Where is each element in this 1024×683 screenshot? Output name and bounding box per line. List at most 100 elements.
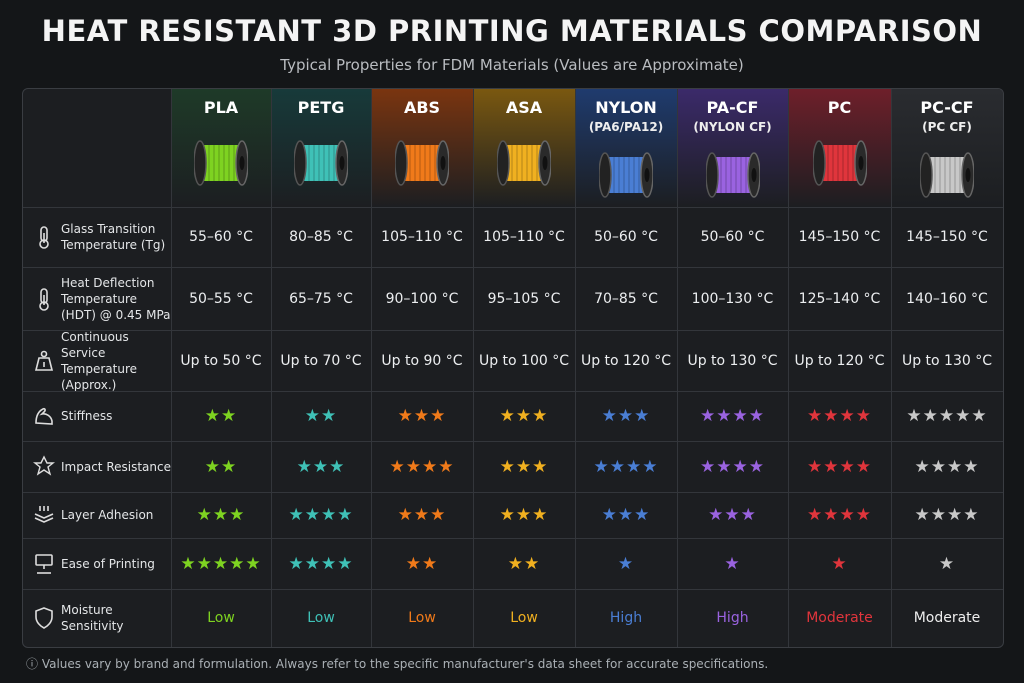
star-rating: ★★★★ <box>914 456 980 477</box>
row-label-text: Ease of Printing <box>61 556 155 571</box>
comparison-table: PLA PETG ABS ASA NYLON (PA6/PA12) PA-CF (NYLON … <box>22 88 1004 648</box>
star-rating: ★★ <box>204 406 238 426</box>
star-rating: ★★★★ <box>288 505 354 525</box>
material-header-nylon: NYLON (PA6/PA12) <box>575 89 677 207</box>
shield-icon <box>35 607 53 629</box>
table-cell: 50–60 °C <box>594 229 658 245</box>
star-rating: ★★★★ <box>807 456 872 477</box>
filament-spool-icon <box>294 140 348 186</box>
star-rating: ★★★★ <box>700 406 765 426</box>
page-subtitle: Typical Properties for FDM Materials (Va… <box>280 56 744 74</box>
material-header-abs: ABS <box>371 89 473 207</box>
row-label-text: Impact Resistance <box>61 459 171 474</box>
row-divider <box>23 330 1003 331</box>
material-subname: (PA6/PA12) <box>588 120 664 134</box>
table-cell: 50–55 °C <box>189 290 253 307</box>
table-cell: 50–60 °C <box>700 229 765 245</box>
filament-spool-icon <box>812 140 867 186</box>
material-name: PETG <box>297 98 345 117</box>
star-rating: ★★★★ <box>700 456 765 477</box>
filament-spool-icon <box>194 140 248 186</box>
column-divider <box>371 89 372 647</box>
row-label: Stiffness <box>23 391 171 441</box>
star-rating: ★ <box>938 553 956 574</box>
material-name: PA-CF <box>706 98 759 117</box>
row-label: Layer Adhesion <box>23 492 171 538</box>
star-rating: ★★★ <box>196 505 246 525</box>
column-divider <box>788 89 789 647</box>
material-header-petg: PETG <box>271 89 371 207</box>
star-rating: ★★★ <box>397 505 447 525</box>
table-cell: 145–150 °C <box>906 229 988 245</box>
star-rating: ★★★★ <box>807 505 872 525</box>
material-subname: (PC CF) <box>922 120 972 134</box>
row-label: Heat Deflection Temperature (HDT) @ 0.45… <box>23 267 171 330</box>
arm-icon <box>35 407 53 425</box>
filament-spool-icon <box>705 152 760 198</box>
star-rating: ★ <box>724 553 741 574</box>
table-cell: 140–160 °C <box>906 290 988 307</box>
row-divider <box>23 492 1003 493</box>
row-label: Moisture Sensitivity <box>23 589 171 647</box>
thermometer-icon <box>39 287 49 311</box>
star-rating: ★★ <box>204 456 238 477</box>
star-rating: ★★★★ <box>389 456 455 477</box>
material-name: PC-CF <box>920 98 974 117</box>
material-header-asa: ASA <box>473 89 575 207</box>
layers-icon <box>34 506 54 523</box>
star-rating: ★★★ <box>708 505 757 525</box>
row-divider <box>23 207 1003 208</box>
star-rating: ★ <box>831 553 848 574</box>
material-header-pla: PLA <box>171 89 271 207</box>
row-divider <box>23 441 1003 442</box>
material-subname: (NYLON CF) <box>693 120 772 134</box>
table-cell: 55–60 °C <box>189 229 253 245</box>
filament-spool-icon <box>497 140 551 186</box>
table-cell: 90–100 °C <box>385 290 459 307</box>
table-cell: Up to 100 °C <box>478 352 570 369</box>
table-cell: High <box>609 610 643 626</box>
star-rating: ★★ <box>405 553 439 574</box>
table-cell: 65–75 °C <box>289 290 353 307</box>
star-rating: ★★★★★ <box>180 553 262 574</box>
table-cell: 105–110 °C <box>381 229 463 245</box>
row-divider <box>23 538 1003 539</box>
row-label-text: Glass Transition Temperature (Tg) <box>61 222 166 252</box>
table-cell: 145–150 °C <box>798 229 881 245</box>
table-cell: Low <box>207 610 235 626</box>
star-rating: ★★ <box>304 406 338 426</box>
star-rating: ★★★★ <box>288 553 354 574</box>
row-label: Impact Resistance <box>23 441 171 492</box>
row-divider <box>23 589 1003 590</box>
table-cell: 125–140 °C <box>798 290 881 307</box>
material-name: NYLON <box>595 98 657 117</box>
column-divider <box>891 89 892 647</box>
row-label-text: Heat Deflection Temperature (HDT) @ 0.45… <box>61 275 171 322</box>
star-rating: ★★★ <box>499 456 549 477</box>
star-rating: ★★★ <box>296 456 346 477</box>
table-cell: Moderate <box>806 610 873 626</box>
weight-icon <box>34 350 54 371</box>
impact-icon <box>33 454 55 476</box>
table-cell: High <box>716 610 749 626</box>
row-label-text: Layer Adhesion <box>61 508 154 522</box>
table-cell: 105–110 °C <box>483 229 565 245</box>
column-divider <box>171 89 172 647</box>
filament-spool-icon <box>599 152 653 198</box>
table-cell: Low <box>408 610 436 626</box>
material-name: ASA <box>505 98 543 117</box>
star-rating: ★★★ <box>397 406 447 426</box>
row-label: Glass Transition Temperature (Tg) <box>23 207 171 267</box>
table-cell: 100–130 °C <box>691 290 774 307</box>
column-divider <box>271 89 272 647</box>
filament-spool-icon <box>920 152 974 198</box>
row-label-text: Stiffness <box>61 409 113 423</box>
row-label: Continuous Service Temperature (Approx.) <box>23 330 171 392</box>
table-cell: Up to 120 °C <box>794 352 885 369</box>
star-rating: ★★★ <box>601 505 651 525</box>
table-cell: 70–85 °C <box>594 290 658 307</box>
material-header-pc-cf: PC-CF (PC CF) <box>891 89 1003 207</box>
column-divider <box>677 89 678 647</box>
table-cell: Up to 90 °C <box>381 352 463 369</box>
star-rating: ★ <box>617 553 635 574</box>
